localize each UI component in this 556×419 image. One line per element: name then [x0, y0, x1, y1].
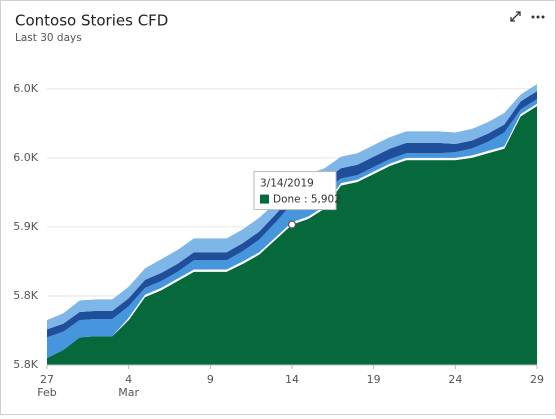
area-band: [47, 106, 537, 366]
x-tick-label: 27: [40, 373, 54, 386]
x-month-label: Feb: [37, 386, 56, 399]
area-band: [47, 84, 537, 330]
expand-glyph: [510, 11, 521, 22]
tooltip-label: Done : 5,902: [273, 194, 341, 206]
hover-marker: [287, 220, 297, 229]
x-tick-label: 4: [125, 373, 132, 386]
areas: [47, 84, 537, 366]
y-tick-label: 6.0K: [13, 151, 38, 164]
tooltip-swatch: [260, 194, 269, 204]
area-band: [47, 91, 537, 338]
widget-title: Contoso Stories CFD: [15, 12, 168, 30]
x-tick-label: 19: [367, 373, 381, 386]
y-tick-label: 5.8K: [13, 358, 38, 371]
tooltip-layer: 3/14/2019 Done : 5,902: [253, 171, 341, 229]
area-band: [47, 99, 537, 359]
x-month-label: Mar: [118, 386, 139, 399]
tooltip-title: 3/14/2019: [260, 178, 314, 190]
x-tick-label: 9: [207, 373, 214, 386]
widget-subtitle: Last 30 days: [15, 32, 82, 44]
y-tick-label: 6.0K: [13, 82, 38, 95]
x-tick-label: 29: [530, 373, 544, 386]
dot: [536, 15, 540, 19]
y-tick-label: 5.8K: [13, 289, 38, 302]
dot: [541, 15, 545, 19]
dot: [531, 15, 535, 19]
x-tick-label: 14: [285, 373, 299, 386]
expand-icon[interactable]: [510, 11, 521, 22]
y-tick-label: 5.9K: [13, 220, 38, 233]
x-tick-label: 24: [448, 373, 462, 386]
more-icon[interactable]: [531, 15, 545, 19]
